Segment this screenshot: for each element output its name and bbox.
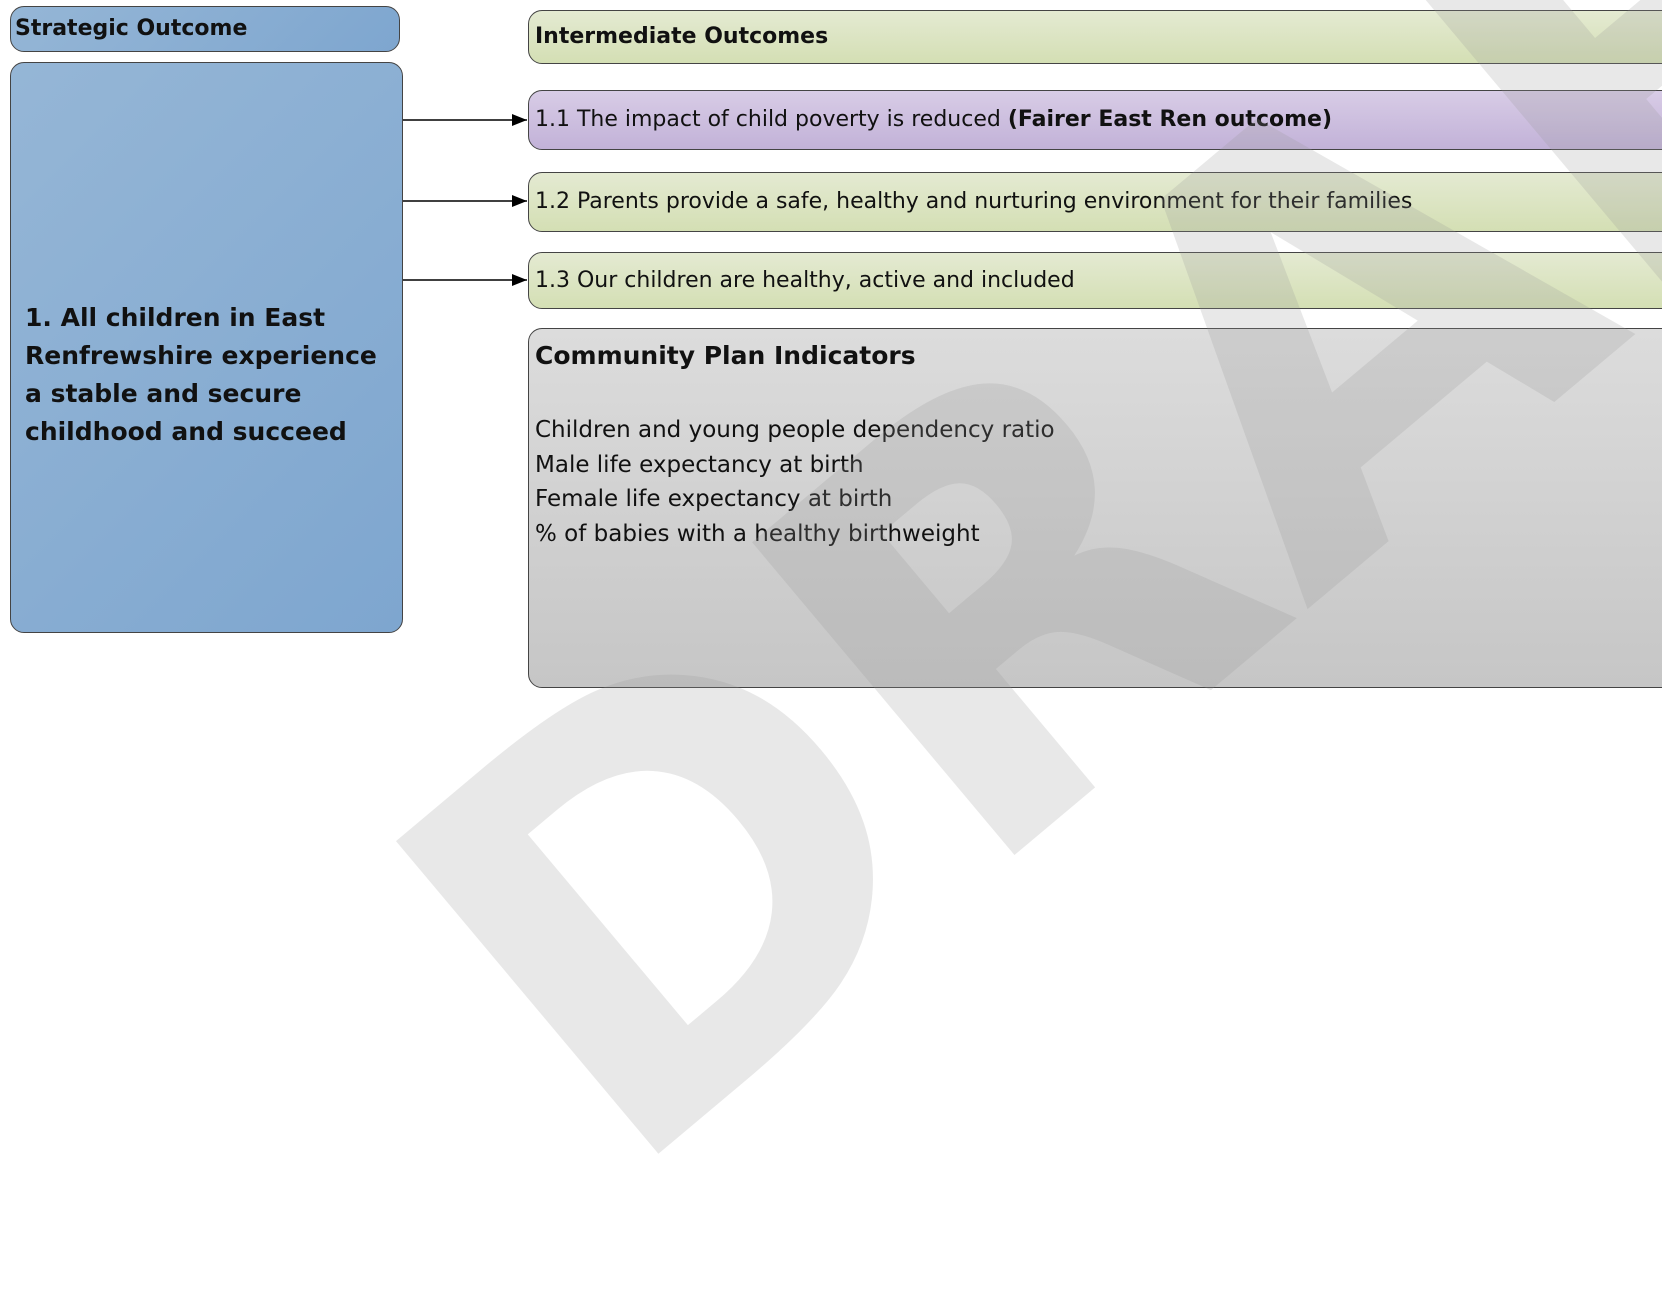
indicator: Male life expectancy at birth	[535, 451, 864, 478]
strategic-outcome-box: 1. All children in East Renfrewshire exp…	[10, 62, 403, 633]
outcome-label: 1.2 Parents provide a safe, healthy and …	[535, 189, 1413, 214]
strategic-header-box: Strategic Outcome	[10, 6, 400, 52]
outcome-box: 1.2 Parents provide a safe, healthy and …	[528, 172, 1662, 232]
indicators-list: Children and young people dependency rat…	[535, 413, 1055, 551]
outcome-emphasis: (Fairer East Ren outcome)	[1007, 107, 1332, 132]
outcome-text: 1.1 The impact of child poverty is reduc…	[535, 107, 1332, 132]
intermediate-header: Intermediate Outcomes	[535, 24, 829, 49]
outcome-box: 1.3 Our children are healthy, active and…	[528, 252, 1662, 309]
indicator: Female life expectancy at birth	[535, 486, 893, 512]
page: Strategic Outcome 1. All children in Eas…	[10, 0, 1662, 1289]
strategic-outcome: 1. All children in East Renfrewshire exp…	[25, 303, 377, 446]
outcome-label: 1.3 Our children are healthy, active and…	[535, 268, 1075, 293]
outcome-box: 1.1 The impact of child poverty is reduc…	[528, 90, 1662, 150]
indicator: % of babies with a healthy birthweight	[535, 520, 980, 547]
outcome-label: 1.1 The impact of child poverty is reduc…	[535, 107, 1001, 132]
connectors	[403, 114, 527, 286]
indicator: Children and young people dependency rat…	[535, 417, 1055, 443]
indicators-header: Community Plan Indicators	[535, 341, 916, 370]
indicators-box: Community Plan Indicators Children and y…	[528, 328, 1662, 688]
intermediate-header-box: Intermediate Outcomes	[528, 10, 1662, 64]
strategic-header: Strategic Outcome	[15, 16, 248, 41]
